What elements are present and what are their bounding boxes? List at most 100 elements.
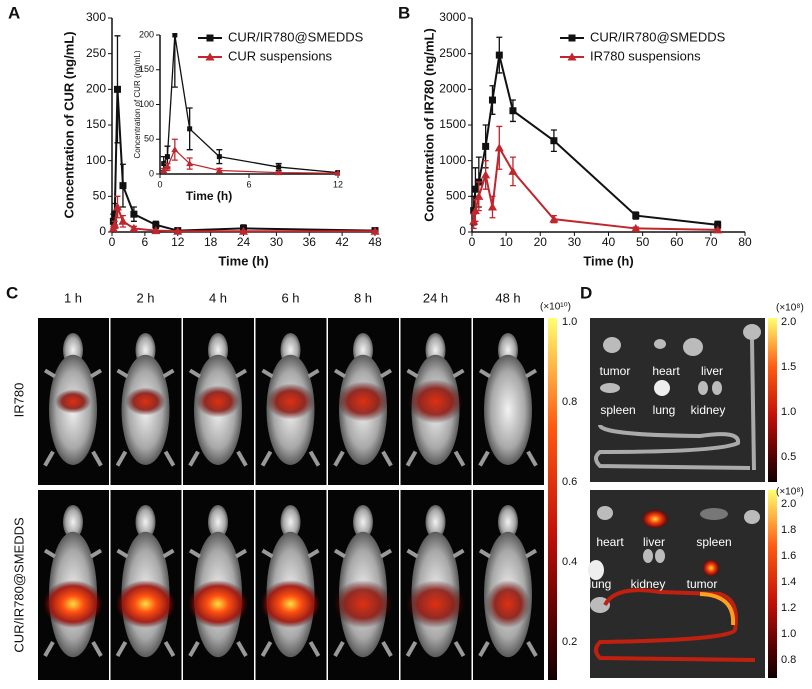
colorbar-tick-label: 0.8 — [781, 654, 796, 666]
legend-marker — [205, 52, 215, 61]
marker — [334, 169, 340, 176]
heat-signal — [125, 387, 166, 416]
marker — [187, 126, 193, 132]
time-label: 2 h — [136, 290, 154, 305]
x-tick-label: 36 — [303, 235, 317, 249]
colorbar — [768, 318, 777, 482]
panel-c: (×10¹⁰) IR780 CUR/IR780@SMEDDS 1 h 2 h 4 h… — [11, 290, 577, 680]
x-tick-label: 6 — [142, 235, 149, 249]
x-tick-label: 80 — [738, 235, 752, 249]
organ-label: liver — [701, 364, 723, 378]
organ-label: spleen — [696, 535, 731, 549]
row-label: IR780 — [11, 383, 26, 418]
marker — [239, 226, 248, 235]
heat-signal — [407, 379, 464, 424]
marker — [488, 96, 496, 104]
legend-label: CUR/IR780@SMEDDS — [590, 29, 726, 44]
heat-signal — [333, 580, 393, 628]
y-tick-label: 150 — [139, 64, 154, 74]
x-tick-label: 12 — [171, 235, 185, 249]
time-label: 24 h — [423, 290, 448, 305]
x-tick-label: 30 — [270, 235, 284, 249]
marker — [632, 212, 640, 220]
x-axis-label: Time (h) — [186, 189, 232, 203]
heat-signal — [196, 385, 240, 418]
colorbar-tick-label: 2.0 — [781, 316, 796, 328]
mouse-legs — [405, 548, 466, 657]
marker — [163, 163, 171, 170]
y-tick-label: 50 — [144, 134, 154, 144]
y-tick-label: 300 — [86, 10, 106, 24]
marker — [172, 33, 178, 38]
mouse-head — [425, 505, 446, 539]
y-axis-label: Concentration of IR780 (ng/mL) — [421, 28, 436, 222]
panel-d: (×10⁸) (×10⁸) tumor heart liver spleen lung k… — [588, 303, 804, 678]
heat-signal — [188, 580, 248, 628]
marker — [173, 226, 183, 235]
mouse-head — [63, 505, 83, 539]
colorbar-tick-label: 2.0 — [781, 498, 796, 510]
y-tick-label: 0 — [149, 168, 154, 178]
organ-label: heart — [596, 535, 624, 549]
x-tick-label: 48 — [368, 235, 382, 249]
marker — [119, 182, 127, 190]
organ-label: liver — [643, 535, 665, 549]
y-tick-label: 0 — [459, 224, 466, 238]
time-label: 6 h — [281, 290, 299, 305]
colorbar-tick-label: 1.0 — [562, 316, 577, 328]
inset-plot — [160, 33, 340, 176]
y-tick-label: 3000 — [439, 10, 466, 24]
y-tick-label: 1000 — [439, 153, 466, 167]
x-tick-label: 12 — [333, 179, 343, 189]
heat-signal — [486, 580, 530, 628]
colorbar-unit: (×10¹⁰) — [540, 302, 571, 313]
colorbar-tick-label: 1.6 — [781, 550, 796, 562]
colorbar-tick-label: 1.8 — [781, 524, 796, 536]
marker — [152, 221, 160, 229]
colorbar-tick-label: 1.5 — [781, 361, 796, 373]
x-tick-label: 60 — [670, 235, 684, 249]
organ-label: tumor — [687, 577, 718, 591]
organ-label: tumor — [600, 364, 631, 378]
x-tick-label: 20 — [534, 235, 548, 249]
y-tick-label: 2000 — [439, 82, 466, 96]
time-label: 1 h — [64, 290, 82, 305]
mouse-legs — [333, 368, 393, 467]
marker — [110, 220, 120, 229]
marker — [549, 214, 559, 223]
y-tick-label: 100 — [86, 153, 106, 167]
x-tick-label: 0 — [469, 235, 476, 249]
colorbar-tick-label: 0.5 — [781, 451, 796, 463]
marker — [470, 206, 480, 215]
colorbar — [548, 318, 557, 680]
x-tick-label: 24 — [237, 235, 251, 249]
heat-signal — [405, 580, 466, 628]
y-tick-label: 0 — [99, 224, 106, 238]
marker — [474, 191, 484, 200]
y-tick-label: 100 — [139, 99, 154, 109]
x-tick-label: 6 — [246, 179, 251, 189]
mouse-legs — [333, 548, 393, 657]
mouse-legs — [260, 548, 321, 657]
mouse-legs — [260, 368, 321, 467]
colorbar-tick-label: 1.0 — [781, 406, 796, 418]
organ-image — [590, 490, 765, 678]
colorbar-tick-label: 0.8 — [562, 396, 577, 408]
x-tick-label: 50 — [636, 235, 650, 249]
series-line — [472, 144, 718, 231]
y-tick-label: 150 — [86, 117, 106, 131]
mouse-head — [280, 505, 301, 539]
time-label: 8 h — [354, 290, 372, 305]
mouse-legs — [43, 548, 103, 657]
heat-signal — [641, 509, 669, 529]
marker — [370, 226, 380, 235]
marker — [112, 202, 122, 211]
x-tick-label: 18 — [204, 235, 218, 249]
organs — [588, 324, 761, 613]
mouse-legs — [478, 368, 538, 467]
y-tick-label: 200 — [86, 82, 106, 96]
mouse-legs — [405, 368, 466, 467]
colorbar-tick-label: 1.0 — [781, 628, 796, 640]
y-tick-label: 1500 — [439, 117, 466, 131]
colorbar-tick-label: 1.4 — [781, 576, 796, 588]
